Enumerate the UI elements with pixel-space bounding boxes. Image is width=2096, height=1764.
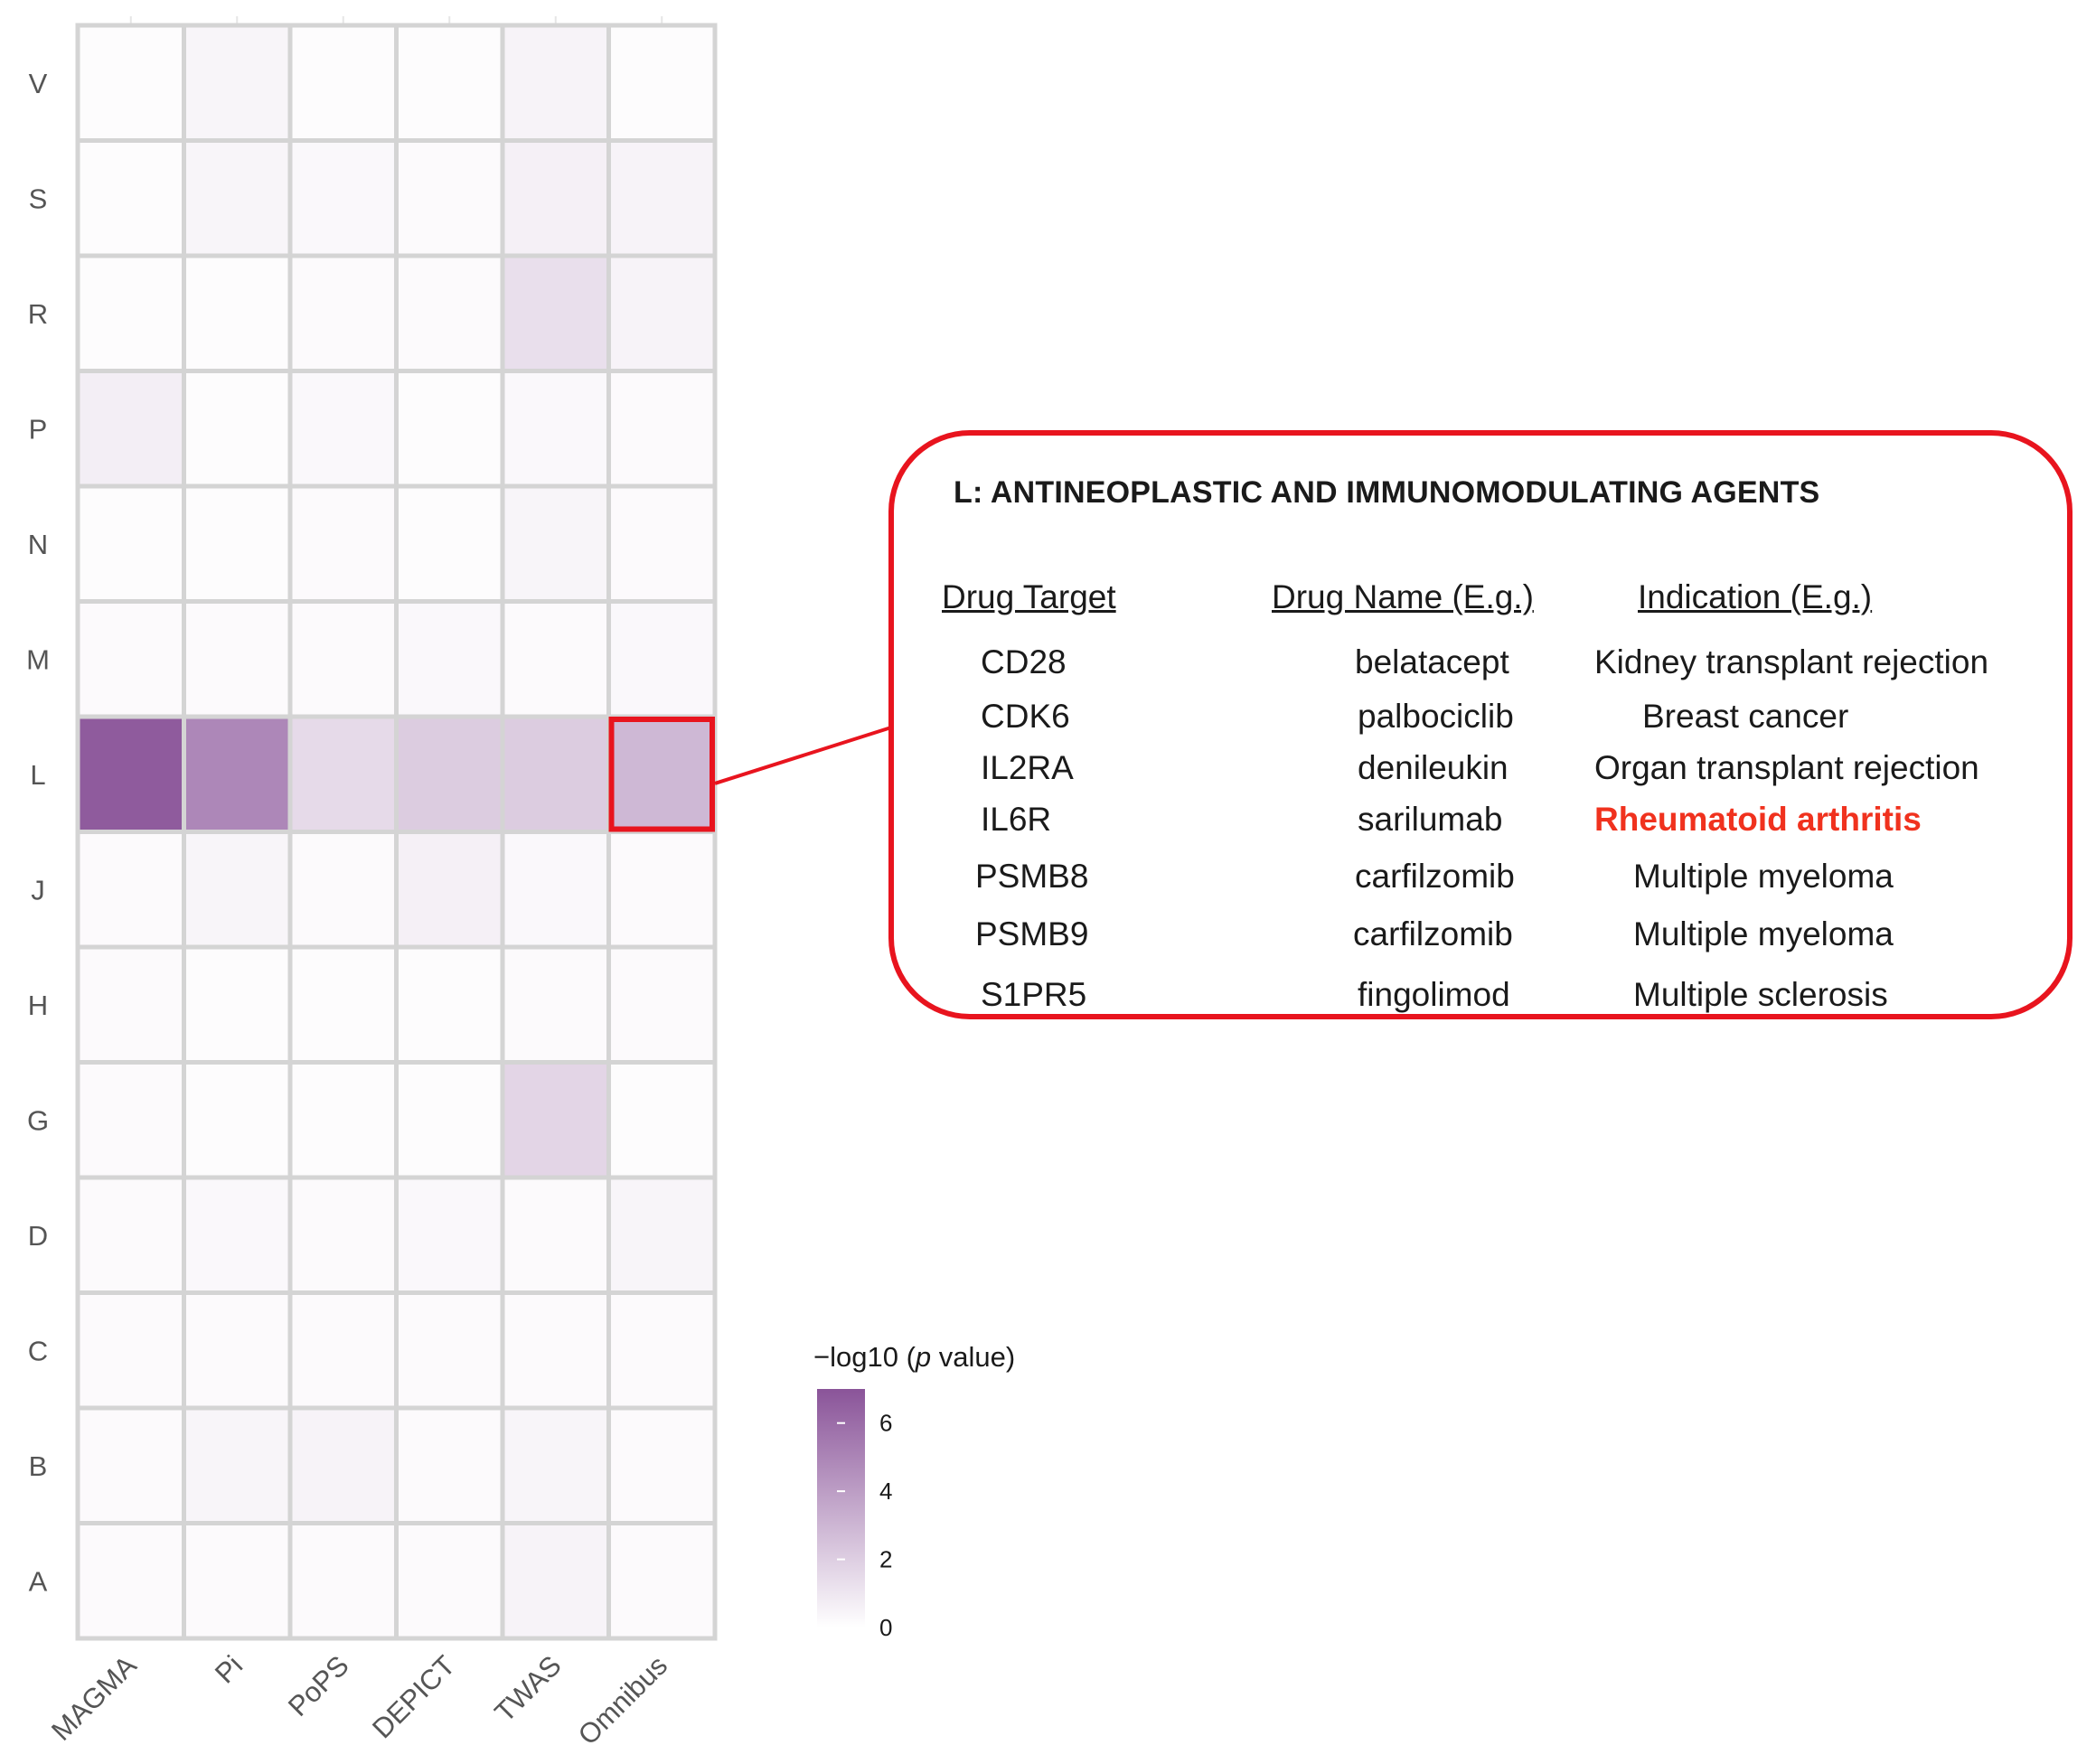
cell-target: IL2RA [981, 749, 1074, 786]
y-tick-label: B [29, 1450, 48, 1482]
heatmap-cell [500, 944, 611, 1065]
cell-name: belatacept [1355, 643, 1509, 680]
heatmap-cell [75, 1521, 186, 1641]
heatmap-cell [606, 830, 718, 950]
cell-target: PSMB8 [975, 858, 1089, 895]
y-tick-label: S [29, 183, 48, 214]
heatmap-cell [75, 483, 186, 604]
y-tick-label: D [28, 1220, 48, 1252]
cell-target: S1PR5 [981, 976, 1087, 1013]
heatmap-cell [75, 944, 186, 1065]
cell-name: sarilumab [1358, 801, 1503, 838]
annotation-callout-box: L: ANTINEOPLASTIC AND IMMUNOMODULATING A… [888, 430, 2073, 1019]
heatmap-cell [394, 369, 505, 489]
heatmap-cell [606, 1521, 718, 1641]
heatmap-cell [287, 253, 399, 373]
heatmap-cell [182, 483, 293, 604]
y-tick-label: A [29, 1565, 48, 1597]
heatmap-cell [500, 369, 611, 489]
heatmap-cell [606, 1175, 718, 1295]
heatmap-cell [500, 1405, 611, 1525]
heatmap-cell [606, 253, 718, 373]
heatmap-cell [287, 1521, 399, 1641]
heatmap-cell [606, 1405, 718, 1525]
cell-name: fingolimod [1358, 976, 1510, 1013]
heatmap-cell [606, 23, 718, 143]
cell-indication: Organ transplant rejection [1594, 749, 1979, 786]
header-indication: Indication (E.g.) [1638, 578, 1873, 615]
cell-target: PSMB9 [975, 915, 1089, 952]
cell-indication: Multiple sclerosis [1633, 976, 1888, 1013]
heatmap-cell [394, 138, 505, 258]
heatmap-cell [394, 1405, 505, 1525]
y-tick-label: M [26, 643, 50, 675]
y-tick-label: J [31, 874, 45, 905]
cell-indication: Multiple myeloma [1633, 858, 1894, 895]
heatmap-cell [500, 23, 611, 143]
callout-title: L: ANTINEOPLASTIC AND IMMUNOMODULATING A… [954, 475, 1820, 510]
header-drug-target: Drug Target [942, 578, 1116, 615]
cell-name: carfilzomib [1353, 915, 1513, 952]
y-tick-label: P [29, 413, 48, 445]
heatmap-cell [182, 830, 293, 950]
heatmap-cell [500, 714, 611, 834]
cell-name: denileukin [1358, 749, 1509, 786]
heatmap-cell [182, 1060, 293, 1180]
heatmap-cell [606, 369, 718, 489]
highlighted-cell-outline [608, 717, 715, 832]
heatmap-cell [182, 1290, 293, 1411]
cell-name: palbociclib [1358, 698, 1514, 735]
cell-name: carfilzomib [1355, 858, 1515, 895]
heatmap-cell [394, 830, 505, 950]
colorbar-title: −log10 (p value) [813, 1341, 1016, 1373]
heatmap-cell [500, 138, 611, 258]
heatmap-cell [75, 369, 186, 489]
heatmap-cell [182, 138, 293, 258]
heatmap-cell [394, 1521, 505, 1641]
y-tick-label: G [27, 1104, 49, 1136]
heatmap-cell [182, 599, 293, 719]
heatmap-cell [182, 253, 293, 373]
header-drug-name: Drug Name (E.g.) [1272, 578, 1534, 615]
cell-target: CDK6 [981, 698, 1070, 735]
y-tick-label: H [28, 990, 48, 1021]
cell-target: CD28 [981, 643, 1067, 680]
y-tick-label: R [28, 298, 48, 330]
heatmap-cell [606, 944, 718, 1065]
heatmap-cell [606, 1060, 718, 1180]
heatmap-cell [500, 830, 611, 950]
heatmap-cell [75, 1290, 186, 1411]
heatmap-cell [287, 369, 399, 489]
heatmap-cell [182, 944, 293, 1065]
cell-target: IL6R [981, 801, 1052, 838]
cell-indication: Multiple myeloma [1633, 915, 1894, 952]
connector-line [714, 726, 892, 785]
cell-indication: Kidney transplant rejection [1594, 643, 1989, 680]
y-tick-label: L [30, 759, 45, 791]
y-tick-label: V [29, 68, 48, 99]
cell-indication: Breast cancer [1642, 698, 1849, 735]
cell-indication: Rheumatoid arthritis [1594, 801, 1922, 838]
y-tick-label: C [28, 1335, 48, 1366]
heatmap-cell [606, 599, 718, 719]
y-tick-label: N [28, 529, 48, 560]
heatmap-cell [182, 1521, 293, 1641]
heatmap-cell [500, 1290, 611, 1411]
